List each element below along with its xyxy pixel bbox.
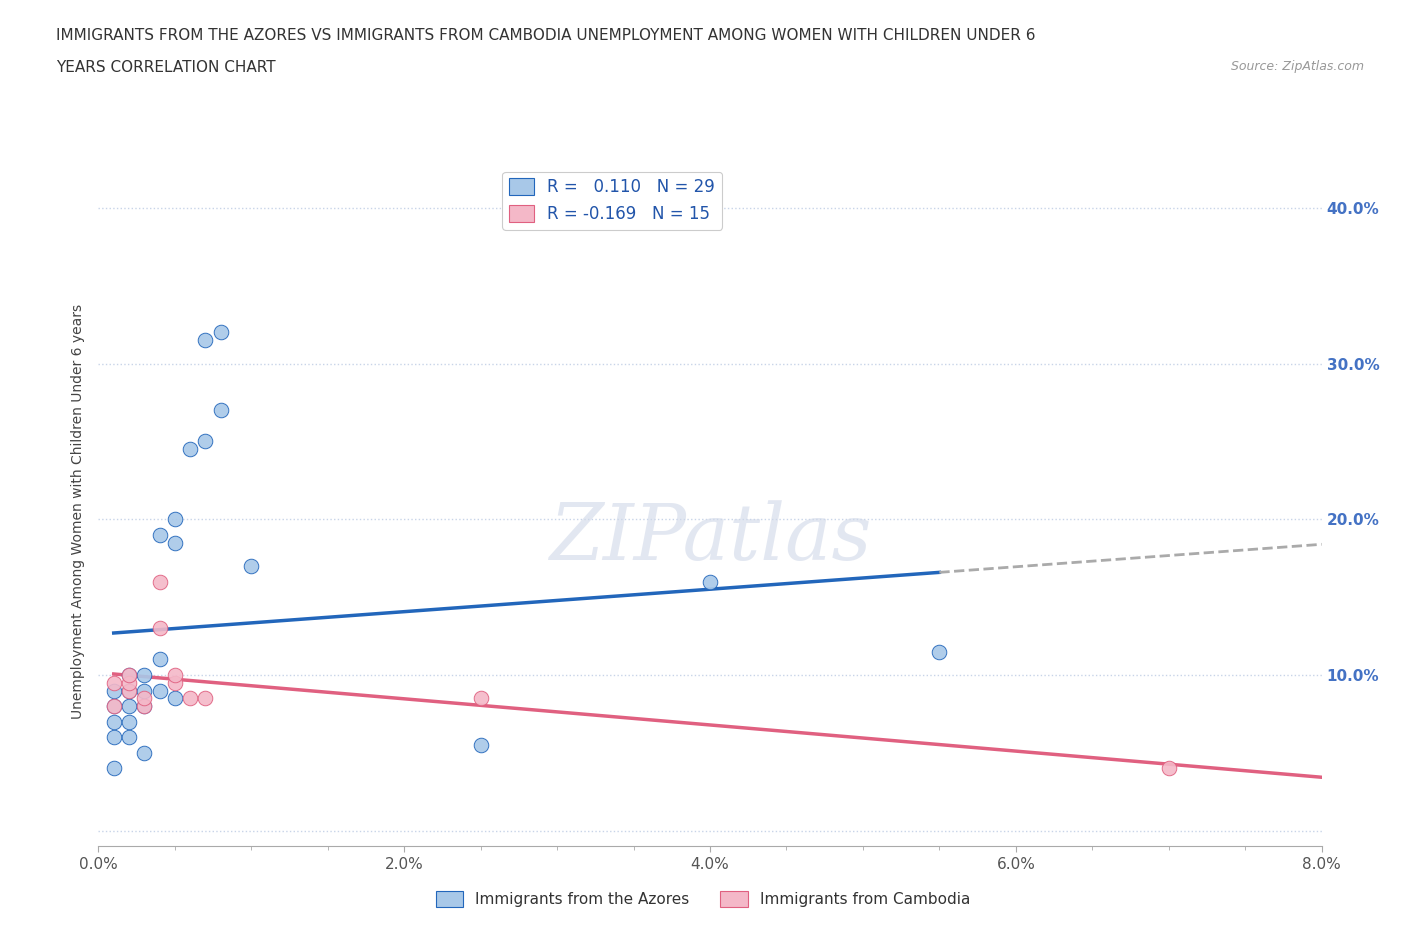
Text: Source: ZipAtlas.com: Source: ZipAtlas.com [1230, 60, 1364, 73]
Point [163, 675, 186, 690]
Point [134, 698, 156, 713]
Point [209, 403, 232, 418]
Point [134, 746, 156, 761]
Point [103, 714, 125, 729]
Point [134, 668, 156, 683]
Text: ZIPatlas: ZIPatlas [548, 500, 872, 577]
Point [103, 684, 125, 698]
Point [103, 675, 125, 690]
Point [1157, 761, 1180, 776]
Point [179, 442, 201, 457]
Point [149, 684, 172, 698]
Point [179, 691, 201, 706]
Point [163, 535, 186, 550]
Point [118, 684, 141, 698]
Text: IMMIGRANTS FROM THE AZORES VS IMMIGRANTS FROM CAMBODIA UNEMPLOYMENT AMONG WOMEN : IMMIGRANTS FROM THE AZORES VS IMMIGRANTS… [56, 28, 1036, 43]
Point [134, 684, 156, 698]
Point [194, 333, 217, 348]
Point [103, 698, 125, 713]
Point [118, 684, 141, 698]
Point [149, 527, 172, 542]
Point [240, 559, 263, 574]
Legend: Immigrants from the Azores, Immigrants from Cambodia: Immigrants from the Azores, Immigrants f… [430, 884, 976, 913]
Point [470, 691, 492, 706]
Point [149, 574, 172, 589]
Point [134, 691, 156, 706]
Point [103, 761, 125, 776]
Point [163, 691, 186, 706]
Point [163, 668, 186, 683]
Point [209, 325, 232, 339]
Point [149, 652, 172, 667]
Point [103, 730, 125, 745]
Point [470, 737, 492, 752]
Text: YEARS CORRELATION CHART: YEARS CORRELATION CHART [56, 60, 276, 75]
Point [118, 668, 141, 683]
Point [118, 675, 141, 690]
Point [149, 621, 172, 636]
Point [134, 698, 156, 713]
Point [194, 434, 217, 449]
Legend: R =   0.110   N = 29, R = -0.169   N = 15: R = 0.110 N = 29, R = -0.169 N = 15 [502, 172, 721, 230]
Point [163, 512, 186, 526]
Point [118, 698, 141, 713]
Y-axis label: Unemployment Among Women with Children Under 6 years: Unemployment Among Women with Children U… [72, 304, 86, 719]
Point [118, 730, 141, 745]
Point [118, 714, 141, 729]
Point [699, 574, 721, 589]
Point [118, 668, 141, 683]
Point [194, 691, 217, 706]
Point [928, 644, 950, 659]
Point [103, 698, 125, 713]
